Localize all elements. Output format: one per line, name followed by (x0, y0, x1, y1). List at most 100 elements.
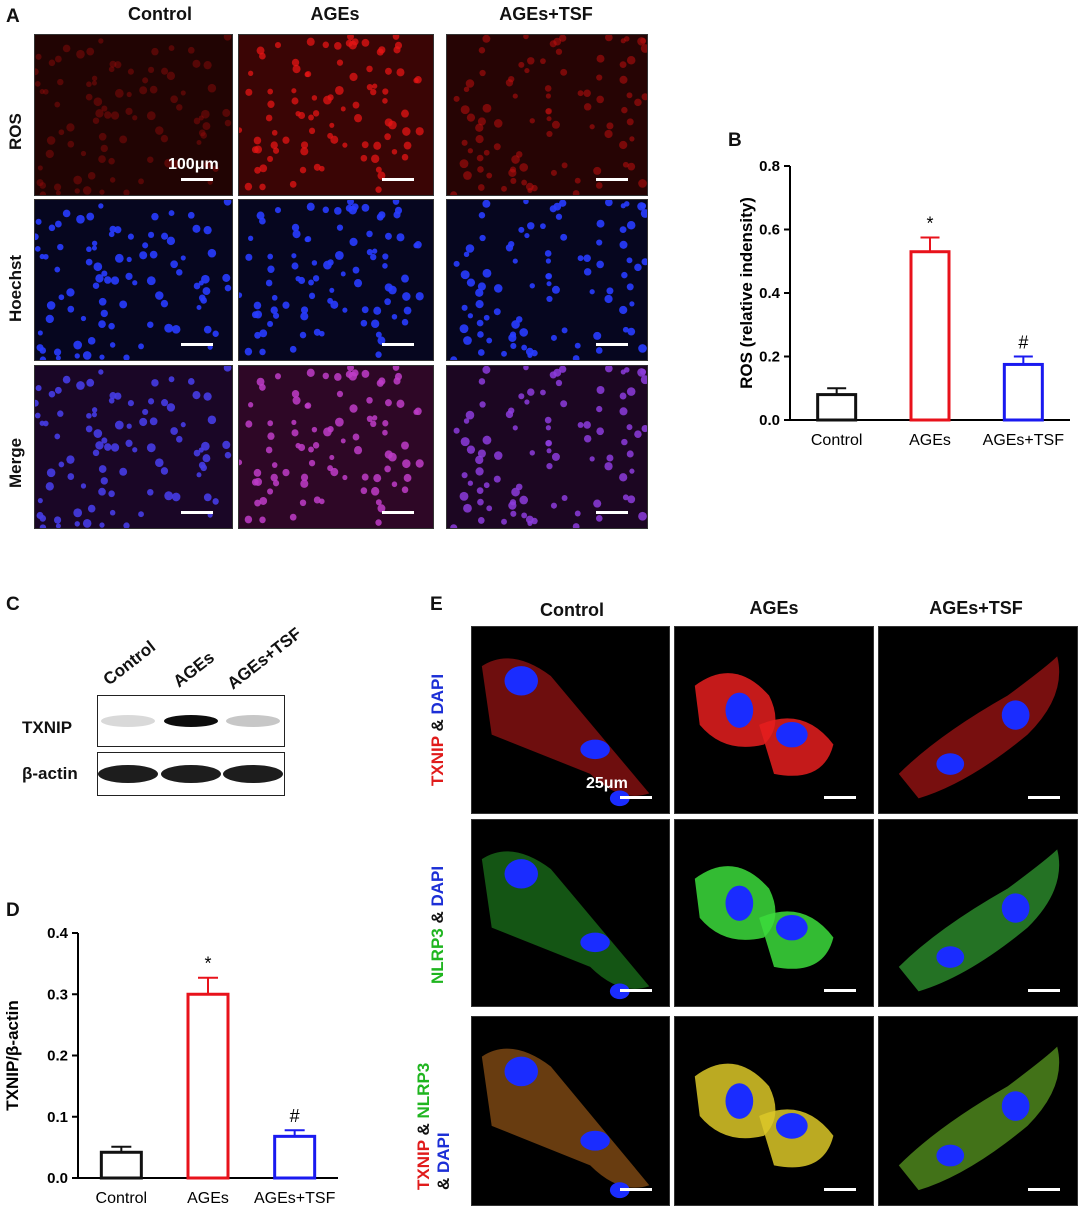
lane-label-ages-tsf: AGEs+TSF (223, 623, 306, 694)
panel-a-image-merge (446, 365, 648, 529)
blot-beta-actin (97, 752, 285, 796)
panel-a-image-ros (34, 34, 233, 196)
actin-band (161, 765, 221, 783)
y-tick-label: 0.0 (47, 1170, 68, 1187)
panel-a-image-merge (238, 365, 434, 529)
label-part: DAPI (428, 673, 447, 715)
bar (1002, 362, 1044, 422)
actin-band (223, 765, 283, 783)
panel-a-image-hoechst (238, 199, 434, 361)
panel-e-col-ages: AGEs (749, 598, 799, 618)
scale-bar (181, 178, 213, 181)
significance-mark: # (1018, 333, 1028, 353)
chart-d: 0.0 0.1 0.2 0.3 0.4 TXNIP/β-actin Control * AGEs… (0, 915, 345, 1212)
label-part: & (414, 1118, 433, 1141)
chart-b: 0.0 0.2 0.4 0.6 0.8 ROS (relative indensity) C… (730, 150, 1075, 470)
scale-bar (181, 511, 213, 514)
actin-band (98, 765, 158, 783)
panel-e-image-merge (878, 1016, 1078, 1206)
panel-a-row-ros: ROS (6, 113, 25, 150)
txnip-band (226, 715, 280, 727)
panel-a-col-ages: AGEs (310, 4, 360, 24)
panel-a-image-merge (34, 365, 233, 529)
band-label-txnip: TXNIP (22, 718, 73, 737)
label-part: DAPI (434, 1132, 453, 1173)
y-tick-label: 0.1 (47, 1109, 68, 1126)
y-tick-label: 0.6 (759, 222, 780, 239)
scale-bar (824, 989, 856, 992)
scale-bar (382, 178, 414, 181)
bar (273, 1134, 317, 1180)
significance-mark: * (204, 954, 211, 974)
txnip-band (101, 715, 155, 727)
scale-bar (824, 1188, 856, 1191)
scale-bar (382, 343, 414, 346)
y-tick-label: 0.2 (759, 349, 780, 366)
scale-bar (596, 178, 628, 181)
y-tick-label: 0.4 (47, 925, 69, 942)
y-axis-label: ROS (relative indensity) (737, 197, 756, 389)
panel-a-image-hoechst (34, 199, 233, 361)
panel-a-image-ros (238, 34, 434, 196)
y-axis-label: TXNIP/β-actin (3, 1000, 22, 1111)
panel-a-image-hoechst (446, 199, 648, 361)
significance-mark: * (926, 213, 933, 233)
x-tick-label: AGEs (187, 1190, 229, 1207)
significance-mark: # (290, 1106, 300, 1126)
scale-bar (1028, 1188, 1060, 1191)
panel-a-letter: A (6, 6, 20, 27)
x-tick-label: Control (96, 1190, 148, 1207)
scale-bar (620, 989, 652, 992)
label-part: NLRP3 (414, 1062, 433, 1119)
y-tick-label: 0.4 (759, 285, 781, 302)
scale-bar (1028, 989, 1060, 992)
label-part: & (428, 906, 447, 929)
panel-c-letter: C (6, 594, 20, 615)
panel-e-image-txnip (471, 626, 670, 814)
y-tick-label: 0.3 (47, 986, 68, 1003)
panel-e-image-nlrp3 (878, 819, 1078, 1007)
panel-a-image-ros (446, 34, 648, 196)
panel-e-row-label-1: TXNIP & DAPI (428, 674, 448, 786)
scale-bar (824, 796, 856, 799)
scale-bar (620, 1188, 652, 1191)
panel-b-letter: B (728, 130, 742, 151)
label-part: TXNIP (414, 1140, 433, 1190)
panel-e-image-txnip (674, 626, 874, 814)
band-label-beta-actin: β-actin (22, 764, 78, 783)
panel-d-letter: D (6, 900, 20, 921)
panel-a-col-ages-tsf: AGEs+TSF (499, 4, 593, 24)
blot-txnip (97, 695, 285, 747)
panel-e-col-control: Control (540, 600, 604, 620)
panel-e-col-ages-tsf: AGEs+TSF (929, 598, 1023, 618)
bar (909, 250, 951, 422)
panel-e-row-label-3-line2: & DAPI (434, 1132, 454, 1190)
panel-e-image-merge (471, 1016, 670, 1206)
label-part: & (428, 714, 447, 737)
panel-a-col-control: Control (128, 4, 192, 24)
y-tick-label: 0.0 (759, 412, 780, 429)
label-part: DAPI (428, 865, 447, 907)
scale-bar (382, 511, 414, 514)
scale-bar (181, 343, 213, 346)
txnip-band (164, 715, 218, 727)
panel-e-image-nlrp3 (471, 819, 670, 1007)
scale-bar (620, 796, 652, 799)
panel-e-letter: E (430, 594, 443, 615)
panel-e-image-txnip (878, 626, 1078, 814)
panel-e-row-label-2: NLRP3 & DAPI (428, 866, 448, 984)
y-tick-label: 0.8 (759, 158, 780, 175)
panel-e-row-label-3: TXNIP & NLRP3 (414, 1063, 434, 1190)
panel-e-scale-label: 25μm (586, 775, 628, 792)
x-tick-label: AGEs+TSF (254, 1190, 336, 1207)
scale-bar (596, 511, 628, 514)
scale-bar (1028, 796, 1060, 799)
panel-e-image-nlrp3 (674, 819, 874, 1007)
x-tick-label: AGEs (909, 432, 951, 449)
bar (186, 992, 230, 1180)
panel-e-image-merge (674, 1016, 874, 1206)
panel-a-row-merge: Merge (6, 437, 25, 488)
x-tick-label: AGEs+TSF (983, 432, 1065, 449)
lane-label-ages: AGEs (169, 647, 218, 692)
panel-a-row-hoechst: Hoechst (6, 254, 25, 322)
